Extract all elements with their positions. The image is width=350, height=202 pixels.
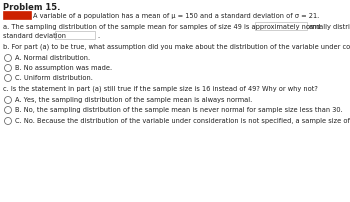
Text: Problem 15.: Problem 15. [3, 3, 60, 12]
Text: standard deviation: standard deviation [3, 33, 66, 39]
Bar [255, 23, 307, 31]
Text: A variable of a population has a mean of μ = 150 and a standard deviation of σ =: A variable of a population has a mean of… [33, 13, 319, 19]
Circle shape [5, 75, 12, 82]
Text: a. The sampling distribution of the sample mean for samples of size 49 is approx: a. The sampling distribution of the samp… [3, 24, 350, 30]
Text: A. Normal distribution.: A. Normal distribution. [15, 55, 90, 61]
Circle shape [5, 107, 12, 114]
Text: B. No, the sampling distribution of the sample mean is never normal for sample s: B. No, the sampling distribution of the … [15, 106, 343, 113]
Circle shape [5, 55, 12, 62]
Text: b. For part (a) to be true, what assumption did you make about the distribution : b. For part (a) to be true, what assumpt… [3, 43, 350, 49]
Circle shape [5, 65, 12, 72]
Text: B. No assumption was made.: B. No assumption was made. [15, 65, 112, 71]
Text: and: and [309, 24, 322, 30]
Text: A. Yes, the sampling distribution of the sample mean is always normal.: A. Yes, the sampling distribution of the… [15, 97, 252, 102]
Text: c. Is the statement in part (a) still true if the sample size is 16 instead of 4: c. Is the statement in part (a) still tr… [3, 86, 318, 92]
Text: .: . [97, 33, 99, 39]
Text: C. Uniform distribution.: C. Uniform distribution. [15, 75, 93, 81]
Circle shape [5, 97, 12, 104]
Text: C. No. Because the distribution of the variable under consideration is not speci: C. No. Because the distribution of the v… [15, 117, 350, 124]
Circle shape [5, 118, 12, 125]
Bar [55, 32, 95, 40]
Bar [3, 12, 31, 20]
